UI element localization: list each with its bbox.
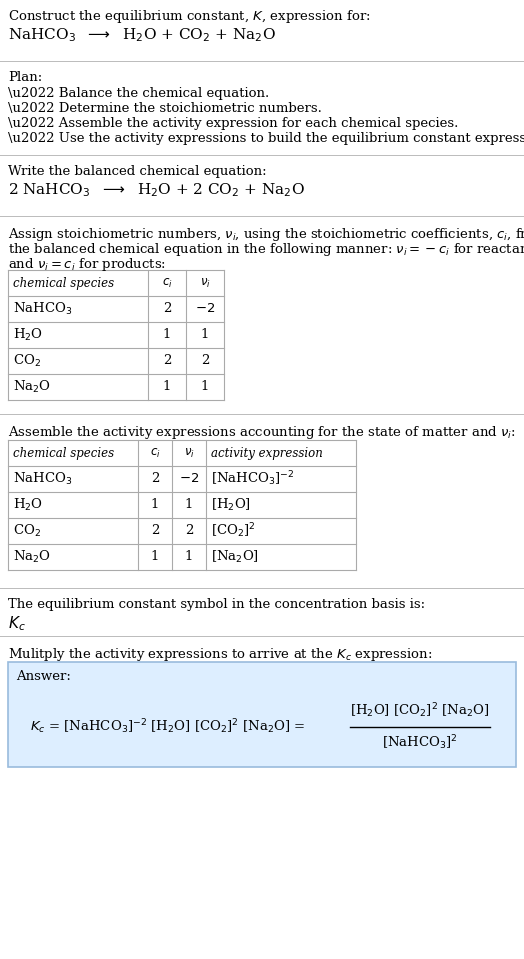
Text: \u2022 Assemble the activity expression for each chemical species.: \u2022 Assemble the activity expression … [8, 117, 458, 130]
Text: $-2$: $-2$ [195, 302, 215, 316]
Text: 1: 1 [163, 329, 171, 341]
Text: 1: 1 [163, 381, 171, 393]
Text: \u2022 Use the activity expressions to build the equilibrium constant expression: \u2022 Use the activity expressions to b… [8, 132, 524, 145]
Text: 2: 2 [163, 355, 171, 367]
Text: 1: 1 [151, 499, 159, 511]
Text: chemical species: chemical species [13, 447, 114, 459]
Text: \u2022 Balance the chemical equation.: \u2022 Balance the chemical equation. [8, 87, 269, 100]
Text: [NaHCO$_3$]$^2$: [NaHCO$_3$]$^2$ [382, 734, 458, 753]
Text: Answer:: Answer: [16, 670, 71, 683]
Text: 2: 2 [201, 355, 209, 367]
Text: $K_c$: $K_c$ [8, 614, 26, 633]
Text: 1: 1 [201, 381, 209, 393]
Text: \u2022 Determine the stoichiometric numbers.: \u2022 Determine the stoichiometric numb… [8, 102, 322, 115]
Text: Mulitply the activity expressions to arrive at the $K_c$ expression:: Mulitply the activity expressions to arr… [8, 646, 432, 663]
Text: $K_c$ = [NaHCO$_3$]$^{-2}$ [H$_2$O] [CO$_2$]$^2$ [Na$_2$O] =: $K_c$ = [NaHCO$_3$]$^{-2}$ [H$_2$O] [CO$… [30, 717, 305, 737]
Text: $\nu_i$: $\nu_i$ [200, 276, 211, 290]
Text: and $\nu_i = c_i$ for products:: and $\nu_i = c_i$ for products: [8, 256, 166, 273]
Text: $c_i$: $c_i$ [161, 276, 172, 290]
Text: [CO$_2$]$^2$: [CO$_2$]$^2$ [211, 522, 256, 540]
Text: Na$_2$O: Na$_2$O [13, 549, 51, 565]
Text: Na$_2$O: Na$_2$O [13, 379, 51, 395]
Text: Write the balanced chemical equation:: Write the balanced chemical equation: [8, 165, 267, 178]
Text: H$_2$O: H$_2$O [13, 327, 43, 343]
Text: 1: 1 [151, 550, 159, 564]
Text: NaHCO$_3$: NaHCO$_3$ [13, 301, 72, 317]
Text: 1: 1 [201, 329, 209, 341]
Text: 2: 2 [151, 473, 159, 485]
Text: [Na$_2$O]: [Na$_2$O] [211, 549, 259, 565]
Text: 2: 2 [185, 525, 193, 537]
Text: [H$_2$O]: [H$_2$O] [211, 497, 251, 513]
FancyBboxPatch shape [8, 662, 516, 767]
Text: activity expression: activity expression [211, 447, 323, 459]
Text: chemical species: chemical species [13, 276, 114, 290]
Text: 1: 1 [185, 550, 193, 564]
Text: CO$_2$: CO$_2$ [13, 523, 41, 539]
Text: $c_i$: $c_i$ [150, 447, 160, 459]
Text: Construct the equilibrium constant, $K$, expression for:: Construct the equilibrium constant, $K$,… [8, 8, 370, 25]
Text: Assemble the activity expressions accounting for the state of matter and $\nu_i$: Assemble the activity expressions accoun… [8, 424, 516, 441]
Text: The equilibrium constant symbol in the concentration basis is:: The equilibrium constant symbol in the c… [8, 598, 425, 611]
Text: Assign stoichiometric numbers, $\nu_i$, using the stoichiometric coefficients, $: Assign stoichiometric numbers, $\nu_i$, … [8, 226, 524, 243]
Text: Plan:: Plan: [8, 71, 42, 84]
Text: [H$_2$O] [CO$_2$]$^2$ [Na$_2$O]: [H$_2$O] [CO$_2$]$^2$ [Na$_2$O] [350, 702, 490, 720]
Text: $\nu_i$: $\nu_i$ [183, 447, 194, 459]
Text: $-2$: $-2$ [179, 473, 199, 485]
Text: the balanced chemical equation in the following manner: $\nu_i = -c_i$ for react: the balanced chemical equation in the fo… [8, 241, 524, 258]
Text: 2: 2 [163, 302, 171, 316]
Text: 1: 1 [185, 499, 193, 511]
Text: 2: 2 [151, 525, 159, 537]
Text: CO$_2$: CO$_2$ [13, 353, 41, 369]
Text: H$_2$O: H$_2$O [13, 497, 43, 513]
Text: NaHCO$_3$  $\longrightarrow$  H$_2$O + CO$_2$ + Na$_2$O: NaHCO$_3$ $\longrightarrow$ H$_2$O + CO$… [8, 26, 276, 44]
Text: NaHCO$_3$: NaHCO$_3$ [13, 471, 72, 487]
Text: [NaHCO$_3$]$^{-2}$: [NaHCO$_3$]$^{-2}$ [211, 470, 294, 488]
Text: 2 NaHCO$_3$  $\longrightarrow$  H$_2$O + 2 CO$_2$ + Na$_2$O: 2 NaHCO$_3$ $\longrightarrow$ H$_2$O + 2… [8, 181, 305, 199]
